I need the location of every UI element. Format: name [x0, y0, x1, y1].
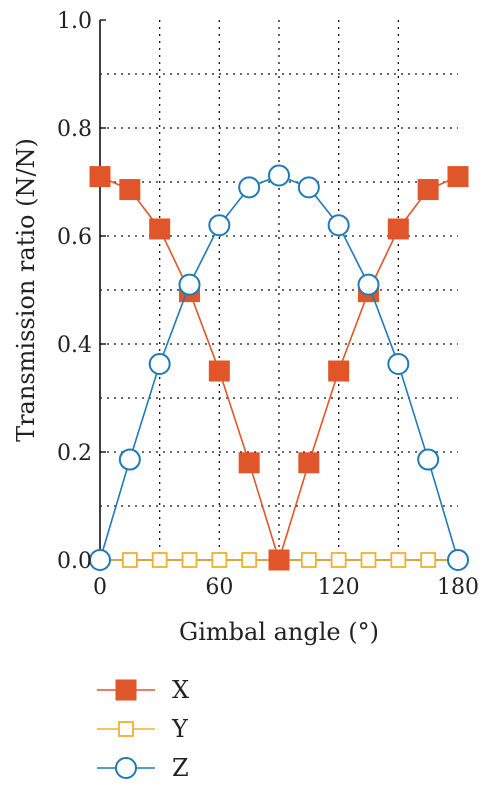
x-tick-label: 120	[318, 575, 360, 600]
legend-label-x: X	[172, 676, 189, 704]
data-point-x	[149, 218, 171, 240]
legend-marker-x	[115, 679, 137, 701]
data-point-z	[89, 549, 111, 571]
data-point-z	[357, 273, 380, 296]
series-layer	[89, 164, 469, 571]
y-tick-label: 0.8	[57, 117, 92, 142]
data-point-y	[360, 552, 377, 568]
data-point-z	[268, 164, 290, 187]
legend-item-y: Y	[97, 715, 189, 743]
data-point-y	[121, 552, 138, 568]
data-point-x	[298, 452, 320, 474]
data-point-z	[208, 214, 231, 237]
data-point-x	[238, 452, 260, 474]
x-tick-label: 0	[93, 575, 107, 600]
data-point-y	[390, 552, 407, 568]
data-point-y	[300, 552, 317, 568]
data-point-x	[208, 360, 230, 382]
legend-label-y: Y	[171, 715, 189, 743]
x-tick-label: 60	[205, 575, 233, 600]
legend-item-z: Z	[97, 754, 189, 782]
data-point-z	[148, 352, 171, 375]
x-axis-title: Gimbal angle (°)	[179, 618, 379, 646]
legend-marker-y	[118, 721, 134, 737]
axes-layer	[99, 19, 459, 561]
legend-marker-z	[115, 757, 137, 779]
tick-label-layer: 0.0 0.2 0.4 0.6 0.8 1.0 0 60 120 180	[57, 9, 479, 600]
y-tick-label: 0.0	[57, 549, 92, 574]
y-tick-label: 0.4	[57, 333, 92, 358]
data-point-z	[327, 214, 350, 237]
data-point-x	[268, 549, 290, 571]
data-point-y	[211, 552, 228, 568]
data-point-y	[420, 552, 437, 568]
y-tick-label: 1.0	[57, 9, 92, 34]
y-axis-title: Transmission ratio (N/N)	[12, 138, 40, 442]
series-y	[92, 552, 466, 568]
data-point-x	[387, 218, 409, 240]
data-point-z	[387, 352, 410, 375]
series-z	[89, 164, 469, 571]
grid-layer	[100, 20, 458, 560]
data-point-z	[238, 176, 261, 199]
data-point-z	[417, 448, 440, 471]
data-point-y	[151, 552, 168, 568]
data-point-x	[447, 166, 469, 188]
legend-item-x: X	[97, 676, 189, 704]
data-point-x	[328, 360, 350, 382]
y-tick-label: 0.6	[57, 225, 92, 250]
data-point-y	[181, 552, 198, 568]
y-tick-label: 0.2	[57, 441, 92, 466]
legend-label-z: Z	[172, 754, 189, 782]
data-point-z	[447, 549, 469, 571]
x-tick-label: 180	[437, 575, 479, 600]
data-point-x	[417, 179, 439, 201]
data-point-y	[241, 552, 258, 568]
data-point-x	[89, 166, 111, 188]
series-x	[89, 166, 469, 571]
data-point-z	[118, 448, 141, 471]
data-point-z	[178, 273, 201, 296]
data-point-z	[297, 176, 320, 199]
legend: XYZ	[97, 676, 189, 782]
data-point-x	[119, 179, 141, 201]
data-point-y	[330, 552, 347, 568]
